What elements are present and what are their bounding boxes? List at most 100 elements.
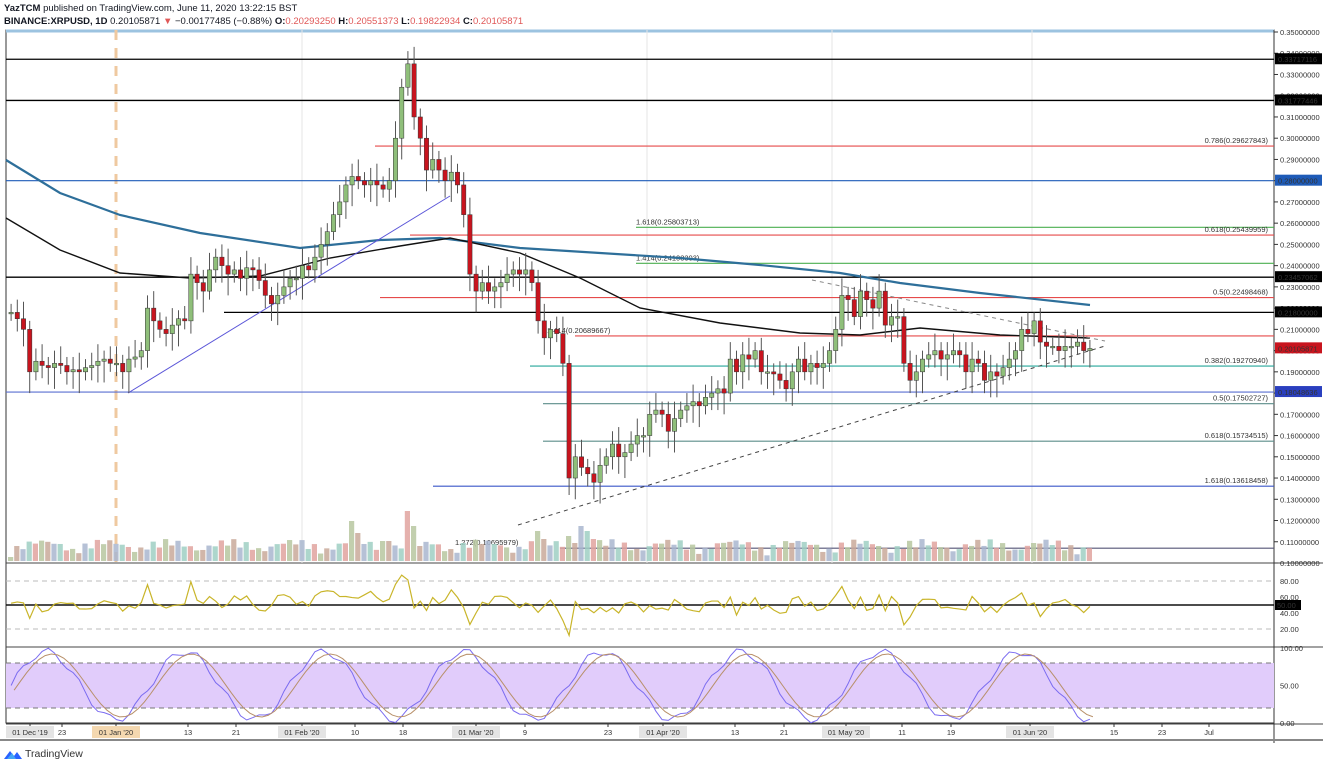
candle [944,354,950,360]
candle [752,350,758,360]
volume-bar [336,543,342,561]
stoch-k-line [10,647,1091,724]
candle [771,371,777,375]
volume-bar [361,543,367,561]
price-tag-label: 0.33717116 [1278,55,1317,64]
candle [510,269,516,275]
candle [703,397,708,407]
date-axis-label: 19 [947,728,955,737]
price-axis-label: 0.11000000 [1280,538,1319,547]
volume-bar [107,540,113,561]
candle [33,360,39,373]
candle [554,329,560,334]
volume-bar [696,553,702,561]
candle [467,214,473,275]
volume-bar [1074,554,1080,561]
volume-bar [510,552,516,561]
fib-level-label: 0.786(0.29627843) [1205,136,1269,145]
volume-bar [621,542,627,561]
volume-bar [876,545,882,561]
candle [8,312,14,315]
candle [188,273,194,322]
candle [176,318,181,326]
rsi-axis-label: 20.00 [1280,625,1299,634]
volume-bar [218,540,224,561]
candle [225,265,231,275]
volume-bar [156,547,162,561]
volume-bar [739,544,745,561]
candle [820,363,826,368]
price-axis-label: 0.21000000 [1280,325,1320,334]
volume-bar [181,546,187,561]
price-axis-label: 0.35000000 [1280,28,1320,37]
volume-bar [541,539,547,561]
price-chart[interactable]: 0.786(0.29627843) 1.618(0.25803713) 0.618(… [0,28,1323,743]
candle [1044,341,1049,347]
volume-bar [237,547,243,561]
candle [281,286,287,296]
price-axis-label: 0.24000000 [1280,262,1320,271]
price-change: −0.00177485 (−0.88%) [175,16,273,27]
candle [951,350,956,356]
date-axis-label: 18 [399,728,407,737]
candle [994,371,1000,377]
volume-bar [119,544,125,561]
low-label: L: [401,16,411,27]
volume-bar [559,546,565,561]
volume-bar [280,543,286,561]
volume-bar [913,547,919,561]
candle [659,409,665,415]
date-axis-label: 01 Apr '20 [646,728,680,737]
volume-bar [212,546,218,561]
volume-bar [758,547,764,561]
volume-bar [863,540,869,561]
volume-bar [1024,545,1030,561]
candle [393,137,398,181]
chart-header: YazTCM published on TradingView.com, Jun… [4,2,523,28]
price-axis-label: 0.17000000 [1280,410,1320,419]
fib-level-label: 1.618(0.25803713) [636,217,700,226]
candle [721,388,727,394]
candle [331,214,336,232]
volume-bar [429,544,435,561]
candle [219,256,225,266]
candle [783,380,789,390]
volume-bar [423,541,429,561]
candle [579,456,584,468]
candle [107,358,113,364]
price-axis-label: 0.29000000 [1280,155,1320,164]
uptrend-line[interactable] [127,195,451,394]
volume-bar [1031,543,1037,561]
candle [182,318,188,322]
volume-bar [324,548,330,561]
candle [207,269,212,292]
volume-bar [975,539,981,561]
volume-bar [838,542,844,561]
candle [988,371,994,381]
candle [634,435,640,445]
stoch-axis-label: 0.00 [1280,719,1295,728]
candle [1068,346,1074,349]
candle [64,365,70,373]
volume-bar [57,543,63,561]
volume-bar [826,548,832,561]
candle [262,280,268,296]
candle [858,290,863,317]
volume-bar [448,549,454,561]
price-tag-label: 0.31777446 [1278,96,1318,105]
candle [70,369,76,373]
candle [424,137,429,171]
candle [982,363,987,381]
volume-bar [45,541,51,561]
triangle-support-line[interactable] [517,345,1106,526]
volume-bar [646,546,652,561]
candle [417,116,423,139]
candle [758,350,764,373]
tradingview-brand[interactable]: TradingView [4,748,83,760]
date-axis-label: 01 Jun '20 [1013,728,1047,737]
volume-bar [528,541,534,561]
candle [647,414,653,436]
candle [76,369,82,373]
volume-bar [435,544,441,561]
volume-bar [8,557,14,561]
